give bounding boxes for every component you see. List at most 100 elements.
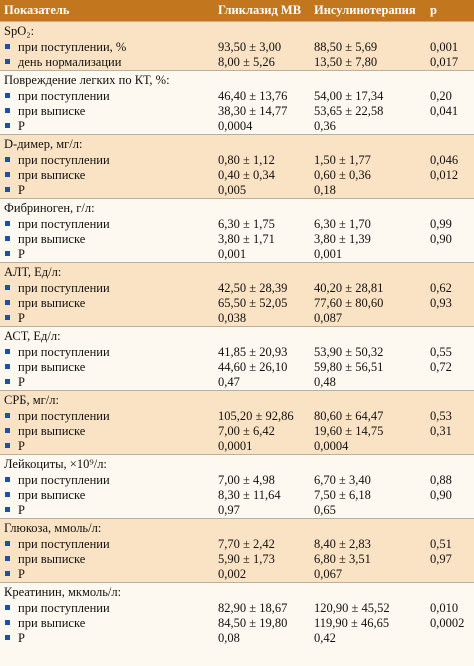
p-value <box>430 183 470 198</box>
p-value: 0,010 <box>430 600 459 615</box>
bullet-icon <box>5 413 10 419</box>
cell-spacer <box>218 199 306 217</box>
indicator-item: при выписке <box>4 232 210 247</box>
cell-spacer <box>218 135 306 153</box>
insulin-cell: 6,70 ± 3,40 7,50 ± 6,18 0,65 <box>310 454 426 518</box>
bullet-icon <box>5 236 10 242</box>
p-cell: 0,53 0,31 <box>426 390 474 454</box>
p-value: 0,017 <box>430 54 459 69</box>
cell-spacer <box>218 455 306 473</box>
insulin-cell: 1,50 ± 1,77 0,60 ± 0,36 0,18 <box>310 134 426 198</box>
cell-spacer <box>218 391 306 409</box>
cell-spacer <box>430 71 470 89</box>
gliclazide-value: 0,97 <box>218 502 240 517</box>
indicator-title: АЛТ, Ед/л: <box>4 264 62 279</box>
indicator-item-label: день нормализации <box>18 54 122 69</box>
p-cell: 0,99 0,90 <box>426 198 474 262</box>
header-gliclazide: Гликлазид МВ <box>218 2 302 17</box>
bullet-icon <box>5 620 10 626</box>
p-value: 0,72 <box>430 359 452 374</box>
indicator-item: при поступлении <box>4 537 210 552</box>
indicator-item-label: при поступлении <box>18 344 110 359</box>
bullet-icon <box>5 379 10 385</box>
p-value: 0,88 <box>430 472 452 487</box>
p-value: 0,51 <box>430 536 452 551</box>
cell-spacer <box>430 391 470 409</box>
p-value <box>430 311 470 326</box>
indicator-item-label: P <box>18 118 25 133</box>
gliclazide-value: 8,30 ± 11,64 <box>218 487 281 502</box>
bullet-icon <box>5 364 10 370</box>
indicator-cell: SpO₂: при поступлении, % день нормализации <box>0 21 214 70</box>
gliclazide-value: 42,50 ± 28,39 <box>218 280 288 295</box>
indicator-item: при поступлении <box>4 153 210 168</box>
cell-spacer <box>314 391 422 409</box>
p-cell: 0,20 0,041 <box>426 70 474 134</box>
indicator-cell: Лейкоциты, ×10⁹/л: при поступлении при вып… <box>0 454 214 518</box>
indicator-cell: СРБ, мг/л: при поступлении при выписке P <box>0 390 214 454</box>
insulin-value: 0,18 <box>314 182 336 197</box>
indicator-item-label: при выписке <box>18 359 86 374</box>
p-value: 0,97 <box>430 551 452 566</box>
indicator-item: при поступлении <box>4 601 210 616</box>
p-value: 0,041 <box>430 103 459 118</box>
bullet-icon <box>5 44 10 50</box>
table-row: Фибриноген, г/л: при поступлении при выпис… <box>0 198 474 262</box>
gliclazide-value: 44,60 ± 26,10 <box>218 359 288 374</box>
p-value <box>430 567 470 582</box>
indicator-cell: D-димер, мг/л: при поступлении при выписке… <box>0 134 214 198</box>
insulin-value: 0,48 <box>314 374 336 389</box>
indicator-item: при выписке <box>4 168 210 183</box>
gliclazide-value: 0,038 <box>218 310 247 325</box>
table-row: D-димер, мг/л: при поступлении при выписке… <box>0 134 474 198</box>
cell-spacer <box>218 519 306 537</box>
bullet-icon <box>5 285 10 291</box>
indicator-item: P <box>4 503 210 518</box>
indicator-item-label: при поступлении <box>18 472 110 487</box>
bullet-icon <box>5 300 10 306</box>
bullet-icon <box>5 443 10 449</box>
cell-spacer <box>314 583 422 601</box>
insulin-value: 6,30 ± 1,70 <box>314 216 371 231</box>
indicator-item: при поступлении <box>4 281 210 296</box>
indicator-title: Повреждение легких по КТ, %: <box>4 72 170 87</box>
gliclazide-value: 7,70 ± 2,42 <box>218 536 275 551</box>
gliclazide-value: 82,90 ± 18,67 <box>218 600 288 615</box>
indicator-item: при поступлении, % <box>4 40 210 55</box>
gliclazide-cell: 42,50 ± 28,39 65,50 ± 52,05 0,038 <box>214 262 310 326</box>
insulin-cell: 80,60 ± 64,47 19,60 ± 14,75 0,0004 <box>310 390 426 454</box>
bullet-icon <box>5 477 10 483</box>
p-value: 0,53 <box>430 408 452 423</box>
table-body: SpO₂: при поступлении, % день нормализации… <box>0 21 474 646</box>
gliclazide-value: 0,0001 <box>218 438 253 453</box>
cell-spacer <box>218 71 306 89</box>
gliclazide-value: 7,00 ± 6,42 <box>218 423 275 438</box>
indicator-title: D-димер, мг/л: <box>4 136 83 151</box>
insulin-value: 0,087 <box>314 310 343 325</box>
cell-spacer <box>314 455 422 473</box>
insulin-value: 1,50 ± 1,77 <box>314 152 371 167</box>
p-value: 0,046 <box>430 152 459 167</box>
p-value: 0,90 <box>430 231 452 246</box>
insulin-value: 0,60 ± 0,36 <box>314 167 371 182</box>
cell-spacer <box>430 455 470 473</box>
insulin-value: 8,40 ± 2,83 <box>314 536 371 551</box>
gliclazide-cell: 41,85 ± 20,93 44,60 ± 26,10 0,47 <box>214 326 310 390</box>
indicator-item-label: при поступлении <box>18 600 110 615</box>
header-insulin: Инсулинотерапия <box>314 2 416 17</box>
cell-spacer <box>314 135 422 153</box>
insulin-value: 0,42 <box>314 630 336 645</box>
indicator-cell: АЛТ, Ед/л: при поступлении при выписке P <box>0 262 214 326</box>
indicator-item: при выписке <box>4 360 210 375</box>
gliclazide-value: 65,50 ± 52,05 <box>218 295 288 310</box>
bullet-icon <box>5 635 10 641</box>
cell-spacer <box>218 583 306 601</box>
cell-spacer <box>218 327 306 345</box>
gliclazide-value: 105,20 ± 92,86 <box>218 408 294 423</box>
indicator-item: при поступлении <box>4 409 210 424</box>
gliclazide-cell: 82,90 ± 18,67 84,50 ± 19,80 0,08 <box>214 582 310 646</box>
gliclazide-value: 6,30 ± 1,75 <box>218 216 275 231</box>
gliclazide-value: 46,40 ± 13,76 <box>218 88 288 103</box>
indicator-title: Глюкоза, ммоль/л: <box>4 520 102 535</box>
p-value <box>430 503 470 518</box>
